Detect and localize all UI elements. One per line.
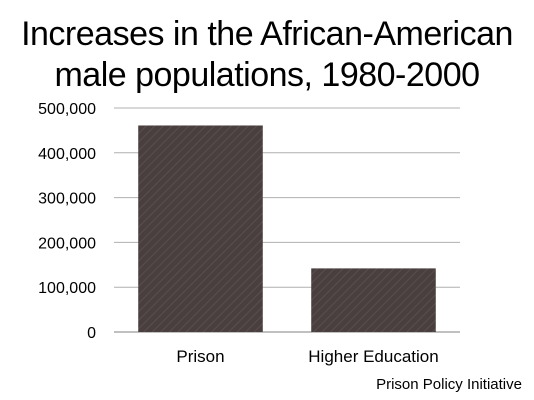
chart-title-line-2: male populations, 1980-2000 [54,56,480,94]
x-tick-label: Prison [176,347,224,366]
y-tick-label: 0 [87,325,96,342]
x-tick-label: Higher Education [308,347,438,366]
y-tick-label: 400,000 [38,146,96,163]
y-axis: 0 100,000 200,000 300,000 400,000 500,000 [38,101,96,342]
bar-prison [138,125,263,332]
y-tick-label: 500,000 [38,101,96,118]
bar-higher-education [311,268,436,332]
chart-title: Increases in the African-American male p… [0,14,534,96]
bars [138,125,436,332]
x-axis: Prison Higher Education [176,347,438,366]
y-tick-label: 200,000 [38,235,96,252]
chart-title-line-1: Increases in the African-American [21,15,513,53]
y-tick-label: 100,000 [38,280,96,297]
y-tick-label: 300,000 [38,191,96,208]
source-label: Prison Policy Initiative [376,376,522,393]
